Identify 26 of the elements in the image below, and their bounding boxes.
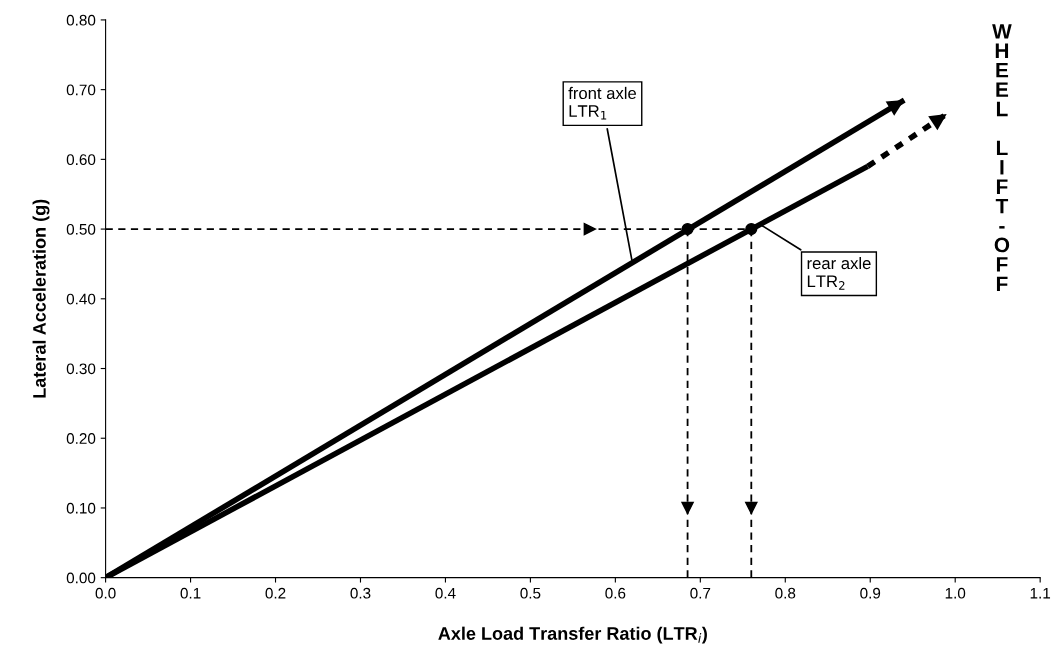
y-tick-label: 0.80 xyxy=(66,14,96,26)
x-tick-label: 0.6 xyxy=(605,587,626,599)
x-tick-label: 1.0 xyxy=(945,587,966,599)
y-tick-label: 0.30 xyxy=(66,363,96,375)
x-tick-label: 0.1 xyxy=(180,587,201,599)
x-tick-label: 0.3 xyxy=(350,587,371,599)
x-axis-title: Axle Load Transfer Ratio (LTR$_{i}$) xyxy=(438,626,707,644)
y-tick-label: 0.60 xyxy=(66,154,96,166)
y-tick-label: 0.10 xyxy=(66,502,96,514)
y-tick-label: 0.50 xyxy=(66,223,96,235)
x-tick-label: 0.5 xyxy=(520,587,541,599)
x-tick-label: 0.0 xyxy=(95,587,116,599)
x-tick-label: 0.4 xyxy=(435,587,456,599)
y-tick-label: 0.70 xyxy=(66,84,96,96)
y-axis-title: Lateral Acceleration (g) xyxy=(32,199,50,398)
x-tick-label: 0.2 xyxy=(265,587,286,599)
x-tick-label: 1.1 xyxy=(1030,587,1051,599)
y-tick-label: 0.20 xyxy=(66,433,96,444)
x-tick-label: 0.8 xyxy=(775,587,796,599)
x-tick-label: 0.7 xyxy=(690,587,711,599)
x-tick-label: 0.9 xyxy=(860,587,881,599)
y-tick-label: 0.00 xyxy=(66,572,96,584)
annotation: front axle LTR$_{1}$ xyxy=(568,86,637,120)
annotation: rear axle LTR$_{2}$ xyxy=(807,256,871,290)
text: WHEEL LIFT-OFF xyxy=(992,24,1012,291)
y-tick-label: 0.40 xyxy=(66,293,96,305)
